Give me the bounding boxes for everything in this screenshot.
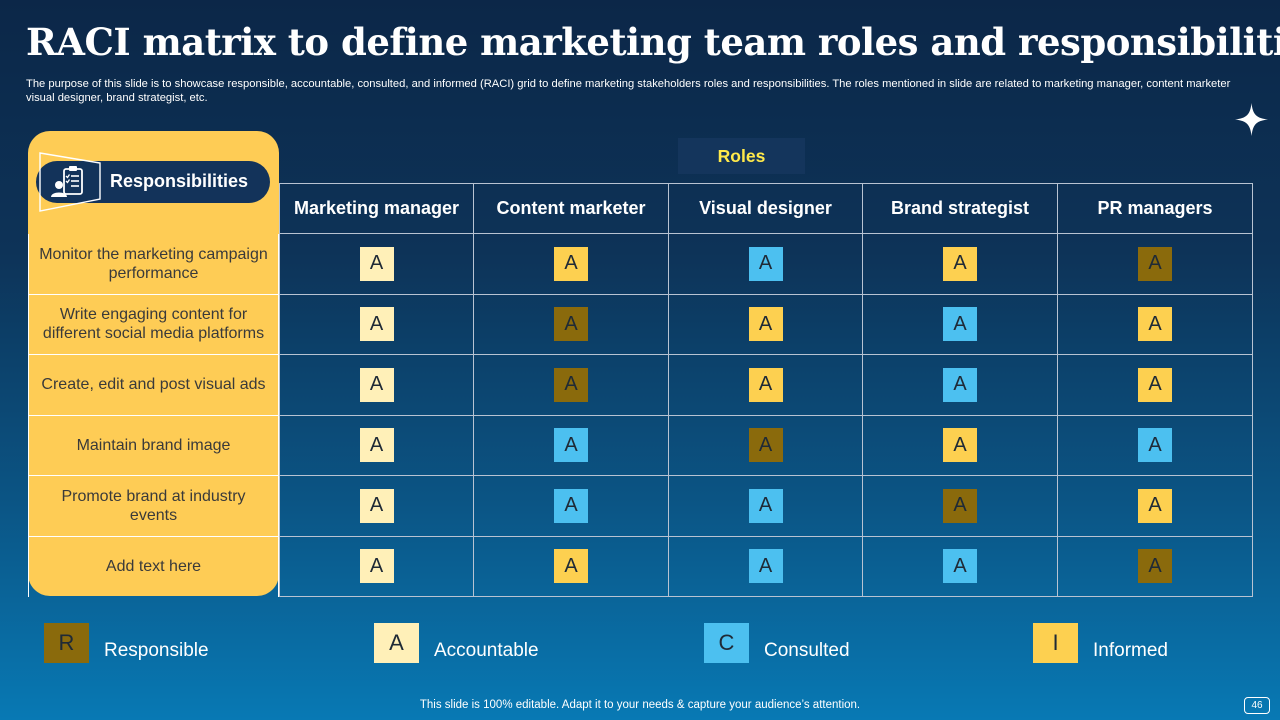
raci-mark: A bbox=[554, 488, 588, 523]
matrix-cell: A bbox=[279, 536, 474, 597]
matrix-cell: A bbox=[1058, 476, 1253, 537]
matrix-cell: A bbox=[279, 355, 474, 416]
matrix-cell: A bbox=[1058, 536, 1253, 597]
raci-mark: A bbox=[748, 307, 783, 342]
raci-mark: A bbox=[359, 488, 394, 523]
matrix-cell: A bbox=[669, 415, 863, 476]
raci-mark: A bbox=[359, 549, 394, 584]
matrix-cell: A bbox=[1058, 294, 1253, 355]
matrix-cell: A bbox=[863, 234, 1058, 295]
matrix-cell: A bbox=[669, 294, 863, 355]
matrix-cell: A bbox=[863, 355, 1058, 416]
matrix-cell: A bbox=[474, 234, 669, 295]
legend-swatch: R bbox=[44, 623, 89, 663]
raci-mark: A bbox=[554, 367, 588, 402]
matrix-cell: A bbox=[863, 294, 1058, 355]
raci-mark: A bbox=[943, 428, 977, 463]
responsibility-label: Create, edit and post visual ads bbox=[28, 355, 279, 416]
raci-mark: A bbox=[359, 367, 394, 402]
responsibilities-header: Responsibilities bbox=[110, 171, 249, 191]
raci-mark: A bbox=[359, 307, 394, 342]
footer-note: This slide is 100% editable. Adapt it to… bbox=[419, 699, 861, 711]
raci-mark: A bbox=[554, 549, 588, 584]
matrix-cell: A bbox=[669, 234, 863, 295]
matrix-cell: A bbox=[1058, 234, 1253, 295]
matrix-cell: A bbox=[474, 415, 669, 476]
raci-mark: A bbox=[554, 246, 588, 281]
raci-mark: A bbox=[1138, 307, 1172, 342]
raci-mark: A bbox=[748, 246, 783, 281]
matrix-cell: A bbox=[279, 294, 474, 355]
raci-mark: A bbox=[1138, 488, 1172, 523]
matrix-cell: A bbox=[669, 476, 863, 537]
raci-mark: A bbox=[943, 367, 977, 402]
column-header: Marketing manager bbox=[279, 183, 474, 234]
matrix-cell: A bbox=[474, 294, 669, 355]
page-number: 46 bbox=[1244, 697, 1270, 714]
column-header: Content marketer bbox=[474, 183, 669, 234]
checklist-person-icon bbox=[39, 152, 101, 212]
raci-mark: A bbox=[1138, 367, 1172, 402]
matrix-cell: A bbox=[474, 355, 669, 416]
legend-swatch: C bbox=[704, 623, 749, 663]
roles-header: Roles bbox=[678, 138, 805, 174]
matrix-cell: A bbox=[863, 476, 1058, 537]
raci-mark: A bbox=[943, 488, 977, 523]
matrix-cell: A bbox=[1058, 415, 1253, 476]
raci-mark: A bbox=[554, 428, 588, 463]
slide-title: RACI matrix to define marketing team rol… bbox=[26, 20, 1280, 64]
matrix-cell: A bbox=[474, 476, 669, 537]
responsibility-label: Monitor the marketing campaign performan… bbox=[28, 234, 279, 295]
raci-matrix: Marketing manager Content marketer Visual … bbox=[28, 183, 1253, 597]
legend-label: Consulted bbox=[764, 640, 850, 661]
legend-responsible: R Responsible bbox=[44, 623, 209, 663]
matrix-cell: A bbox=[474, 536, 669, 597]
raci-mark: A bbox=[554, 307, 588, 342]
matrix-cell: A bbox=[279, 234, 474, 295]
legend-label: Informed bbox=[1093, 640, 1168, 661]
matrix-cell: A bbox=[863, 415, 1058, 476]
raci-mark: A bbox=[359, 428, 394, 463]
column-header: Visual designer bbox=[669, 183, 863, 234]
raci-mark: A bbox=[748, 367, 783, 402]
legend-swatch: I bbox=[1033, 623, 1078, 663]
raci-mark: A bbox=[748, 428, 783, 463]
legend-swatch: A bbox=[374, 623, 419, 663]
raci-mark: A bbox=[748, 549, 783, 584]
raci-mark: A bbox=[748, 488, 783, 523]
sparkle-icon bbox=[1235, 103, 1268, 136]
responsibility-label: Add text here bbox=[28, 536, 279, 597]
legend-label: Responsible bbox=[104, 640, 209, 661]
legend-consulted: C Consulted bbox=[704, 623, 850, 663]
responsibility-label: Promote brand at industry events bbox=[28, 476, 279, 537]
raci-mark: A bbox=[1138, 246, 1172, 281]
matrix-cell: A bbox=[1058, 355, 1253, 416]
slide-subtitle: The purpose of this slide is to showcase… bbox=[26, 78, 1231, 104]
matrix-cell: A bbox=[279, 476, 474, 537]
raci-mark: A bbox=[1138, 428, 1172, 463]
raci-mark: A bbox=[359, 246, 394, 281]
raci-mark: A bbox=[943, 549, 977, 584]
matrix-cell: A bbox=[279, 415, 474, 476]
raci-mark: A bbox=[943, 307, 977, 342]
raci-mark: A bbox=[943, 246, 977, 281]
matrix-cell: A bbox=[669, 355, 863, 416]
matrix-cell: A bbox=[669, 536, 863, 597]
legend-accountable: A Accountable bbox=[374, 623, 539, 663]
matrix-corner bbox=[28, 183, 279, 234]
matrix-cell: A bbox=[863, 536, 1058, 597]
responsibilities-panel bbox=[28, 131, 279, 596]
legend-label: Accountable bbox=[434, 640, 539, 661]
column-header: PR managers bbox=[1058, 183, 1253, 234]
raci-mark: A bbox=[1138, 549, 1172, 584]
responsibility-label: Write engaging content for different soc… bbox=[28, 294, 279, 355]
responsibility-label: Maintain brand image bbox=[28, 415, 279, 476]
legend-informed: I Informed bbox=[1033, 623, 1168, 663]
column-header: Brand strategist bbox=[863, 183, 1058, 234]
